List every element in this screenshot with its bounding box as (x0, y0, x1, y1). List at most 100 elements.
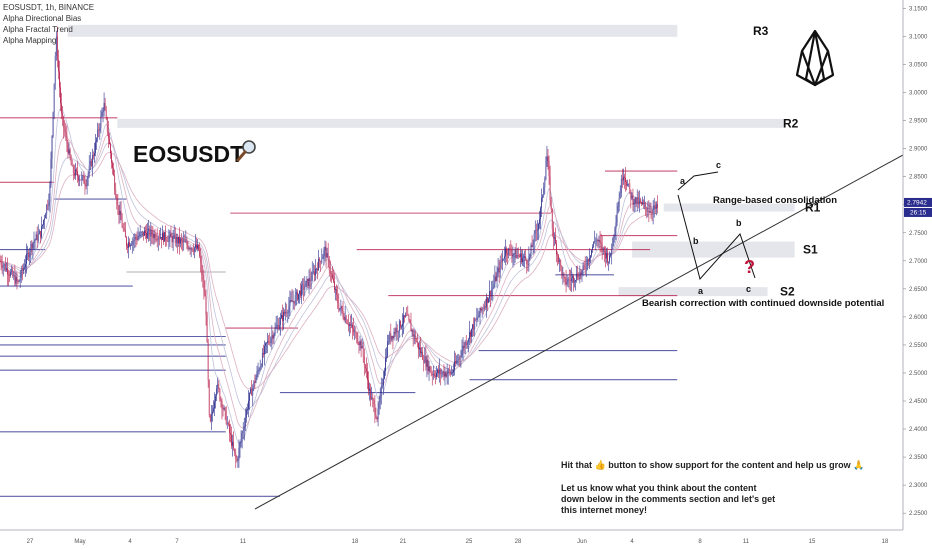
candle-383 (406, 307, 408, 317)
candle-body (486, 297, 487, 308)
candle-403 (427, 354, 429, 375)
candle-552 (585, 255, 587, 278)
candle-138 (146, 224, 147, 243)
candle-body (495, 276, 497, 281)
candle-464 (492, 280, 494, 301)
candle-60 (63, 115, 65, 139)
annotation-bearish: Bearish correction with continued downsi… (642, 298, 884, 309)
candle-body (489, 291, 490, 299)
candle-body (62, 113, 64, 117)
candle-body (444, 372, 446, 377)
x-tick-label-5: 18 (352, 539, 359, 545)
candle-body (657, 203, 658, 208)
candle-body (218, 383, 220, 390)
candle-239 (253, 380, 255, 392)
candle-517 (548, 155, 550, 185)
candle-563 (597, 238, 599, 248)
candle-232 (246, 407, 247, 423)
candle-body (329, 270, 331, 274)
candle-body (84, 183, 86, 186)
candle-32 (33, 231, 35, 250)
candle-body (77, 171, 78, 177)
candle-373 (395, 321, 397, 341)
candle-149 (157, 235, 159, 252)
eos-logo (795, 29, 835, 87)
candle-205 (217, 377, 219, 395)
candle-body (75, 169, 76, 176)
candle-body (426, 359, 428, 367)
indicator-directional-bias[interactable]: Alpha Directional Bias (3, 14, 82, 23)
candle-580 (615, 215, 617, 241)
candle-body (334, 281, 335, 290)
candle-217 (230, 423, 231, 443)
candle-1 (0, 255, 2, 271)
candle-218 (231, 426, 232, 449)
candle-539 (572, 274, 573, 284)
candle-body (324, 246, 326, 251)
candle-123 (130, 243, 131, 250)
candle-587 (623, 168, 624, 185)
candle-body (291, 300, 293, 302)
candle-110 (116, 194, 118, 210)
candle-75 (79, 175, 81, 187)
wave-a-upper: a (680, 176, 686, 186)
indicator-fractal-trend[interactable]: Alpha Fractal Trend (3, 25, 73, 34)
candle-body (558, 255, 559, 262)
candle-body (284, 311, 285, 314)
candle-body (574, 281, 575, 283)
candle-317 (336, 284, 338, 301)
candle-body (392, 335, 394, 339)
candle-566 (600, 233, 602, 253)
indicator-alpha-mapping[interactable]: Alpha Mapping (3, 36, 57, 45)
candle-70 (73, 164, 75, 179)
candle-408 (432, 365, 434, 380)
candle-170 (180, 237, 181, 248)
candle-13 (13, 271, 15, 281)
candle-50 (52, 111, 54, 139)
candle-body (213, 408, 214, 412)
candle-body (250, 389, 252, 393)
candle-107 (113, 162, 115, 177)
candle-body (603, 247, 605, 252)
candle-body (309, 277, 311, 281)
candle-body (450, 372, 452, 374)
candle-551 (584, 256, 586, 276)
candle-195 (206, 311, 208, 343)
eos-logo-outline (795, 29, 835, 87)
candle-14 (14, 264, 16, 287)
candle-body (101, 112, 103, 116)
candle-284 (301, 280, 302, 304)
candle-body (39, 231, 41, 238)
candle-531 (563, 272, 565, 283)
candle-body (635, 197, 637, 204)
candle-612 (649, 202, 651, 214)
candle-body (325, 246, 327, 258)
candle-430 (456, 355, 458, 365)
candle-376 (398, 319, 400, 338)
candle-429 (455, 352, 456, 367)
candle-body (18, 280, 20, 282)
candle-body (252, 387, 254, 396)
candle-body (134, 236, 136, 240)
candle-410 (435, 370, 436, 385)
candle-body (336, 288, 338, 295)
candle-body (377, 408, 379, 420)
candle-body (59, 71, 60, 88)
candle-467 (495, 271, 497, 282)
candle-554 (587, 258, 589, 267)
candle-8 (8, 269, 9, 286)
candle-463 (491, 280, 493, 301)
candle-198 (209, 413, 211, 423)
candle-body (473, 324, 475, 330)
candle-body (67, 144, 69, 154)
candle-20 (20, 265, 22, 283)
candle-619 (657, 195, 658, 214)
candle-592 (628, 183, 630, 188)
candle-103 (109, 132, 110, 145)
candle-435 (461, 339, 463, 359)
candle-body (549, 176, 551, 201)
candle-body (167, 241, 169, 242)
y-tick-label-6: 2.8500 (909, 175, 928, 181)
